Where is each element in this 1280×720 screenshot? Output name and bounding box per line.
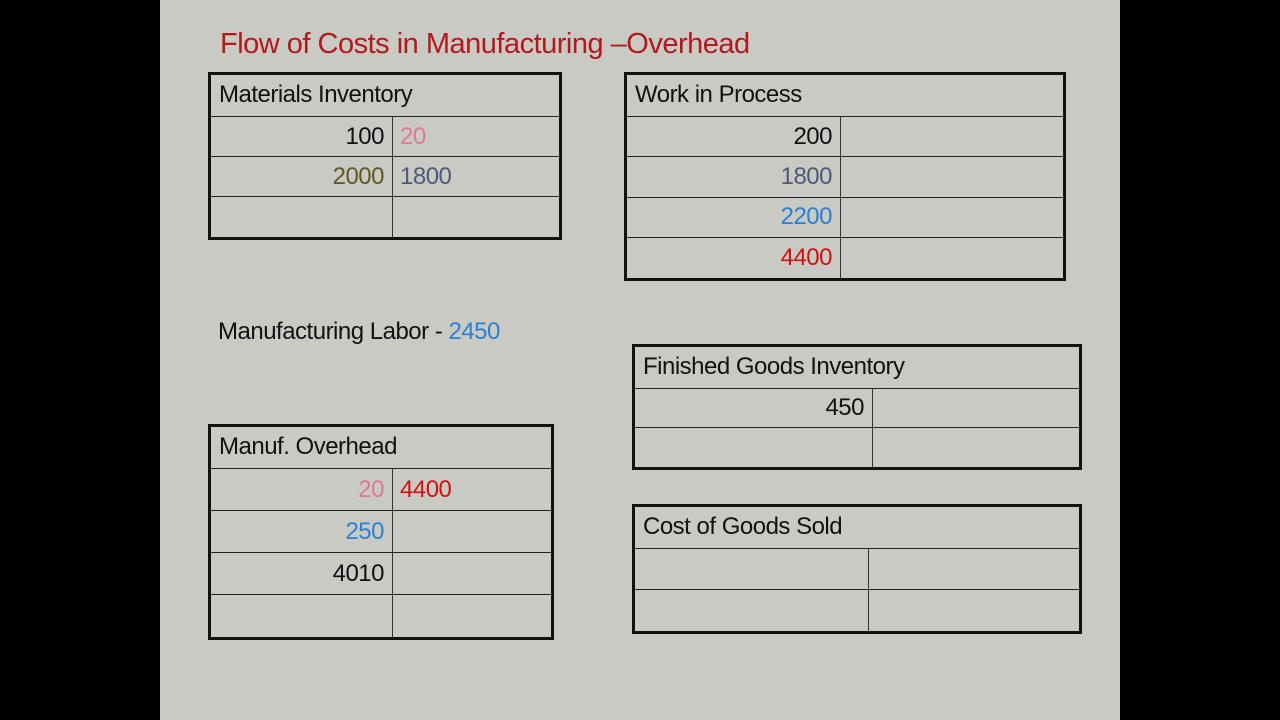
t-account-materials-inventory: Materials Inventory 100 20 2000 1800 [208, 72, 562, 240]
credit-entry: 20 [400, 122, 426, 150]
debit-entry: 200 [793, 122, 832, 150]
debit-entry: 20 [358, 475, 384, 503]
debit-entry: 250 [345, 517, 384, 545]
credit-entry [872, 389, 1079, 427]
debit-entry [635, 549, 868, 589]
debit-entry [635, 590, 868, 631]
credit-entry [392, 197, 559, 237]
account-row: 250 [211, 511, 551, 553]
account-row: 200 [627, 117, 1063, 158]
t-account-manuf-overhead: Manuf. Overhead 20 4400 250 4010 [208, 424, 554, 640]
account-row [211, 595, 551, 637]
account-title: Finished Goods Inventory [635, 347, 1079, 389]
account-row [211, 197, 559, 237]
credit-entry [872, 428, 1079, 467]
account-row: 20 4400 [211, 469, 551, 511]
credit-entry: 1800 [400, 162, 452, 190]
manufacturing-labor: Manufacturing Labor - 2450 [218, 318, 500, 346]
t-account-work-in-process: Work in Process 200 1800 2200 4400 [624, 72, 1066, 281]
account-row: 4400 [627, 238, 1063, 278]
account-divider [392, 117, 393, 237]
credit-entry [840, 198, 1063, 237]
account-row: 2000 1800 [211, 157, 559, 197]
debit-entry [211, 595, 392, 637]
debit-entry [635, 428, 872, 467]
account-row [635, 590, 1079, 631]
account-row: 450 [635, 389, 1079, 428]
t-account-cost-of-goods-sold: Cost of Goods Sold [632, 504, 1082, 634]
debit-entry: 2200 [780, 203, 833, 231]
debit-entry: 2000 [332, 162, 385, 190]
slide-title: Flow of Costs in Manufacturing –Overhead [220, 28, 750, 60]
credit-entry [840, 157, 1063, 196]
credit-entry: 4400 [400, 475, 452, 503]
credit-entry [840, 238, 1063, 278]
account-row: 1800 [627, 157, 1063, 198]
debit-entry: 100 [345, 122, 384, 150]
slide [160, 0, 1120, 720]
account-title: Manuf. Overhead [211, 427, 551, 469]
credit-entry [840, 117, 1063, 156]
account-title: Work in Process [627, 75, 1063, 117]
credit-entry [392, 553, 551, 594]
account-row [635, 428, 1079, 467]
account-divider [868, 549, 869, 631]
account-divider [840, 117, 841, 278]
account-row [635, 549, 1079, 590]
debit-entry: 450 [825, 394, 864, 421]
labor-value: 2450 [448, 318, 500, 345]
account-title: Cost of Goods Sold [635, 507, 1079, 549]
account-row: 4010 [211, 553, 551, 595]
t-account-finished-goods-inventory: Finished Goods Inventory 450 [632, 344, 1082, 470]
debit-entry [211, 197, 392, 237]
labor-label: Manufacturing Labor - [218, 318, 449, 345]
debit-entry: 4010 [332, 559, 385, 587]
account-divider [872, 389, 873, 467]
account-row: 100 20 [211, 117, 559, 157]
account-title: Materials Inventory [211, 75, 559, 117]
credit-entry [392, 595, 551, 637]
credit-entry [868, 549, 1079, 589]
debit-entry: 4400 [780, 243, 833, 271]
account-row: 2200 [627, 198, 1063, 238]
debit-entry: 1800 [780, 162, 833, 190]
credit-entry [868, 590, 1079, 631]
credit-entry [392, 511, 551, 552]
account-divider [392, 469, 393, 637]
